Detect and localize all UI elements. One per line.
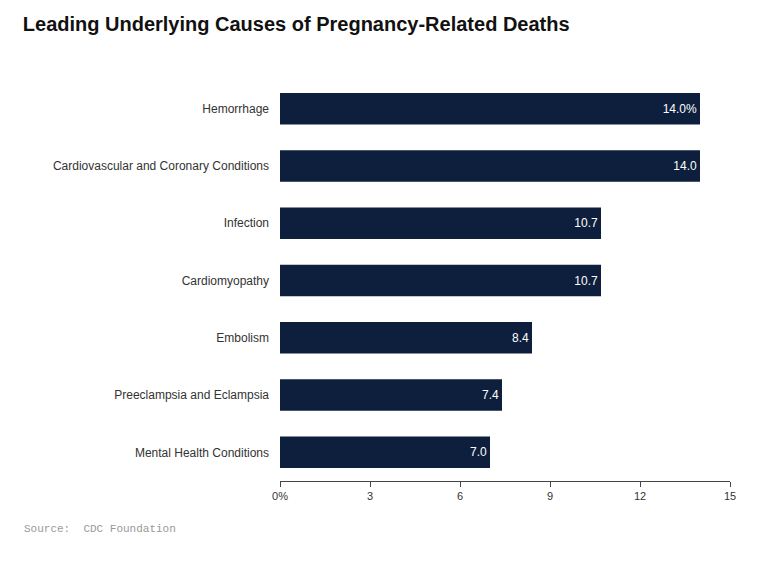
svg-text:15: 15 [724, 490, 736, 502]
svg-text:7.4: 7.4 [482, 388, 499, 402]
svg-text:Leading Underlying Causes of P: Leading Underlying Causes of Pregnancy-R… [23, 13, 570, 35]
svg-text:8.4: 8.4 [512, 331, 529, 345]
svg-text:14.0: 14.0 [673, 159, 697, 173]
svg-text:6: 6 [457, 490, 463, 502]
svg-text:Infection: Infection [224, 216, 269, 230]
svg-text:Cardiomyopathy: Cardiomyopathy [182, 274, 269, 288]
svg-text:10.7: 10.7 [574, 274, 598, 288]
svg-text:3: 3 [367, 490, 373, 502]
svg-text:Embolism: Embolism [216, 331, 269, 345]
svg-text:0%: 0% [272, 490, 288, 502]
svg-text:Hemorrhage: Hemorrhage [202, 102, 269, 116]
svg-text:14.0%: 14.0% [663, 102, 697, 116]
svg-text:Cardiovascular and Coronary Co: Cardiovascular and Coronary Conditions [53, 159, 269, 173]
svg-text:9: 9 [547, 490, 553, 502]
svg-text:10.7: 10.7 [574, 216, 598, 230]
svg-text:Preeclampsia and Eclampsia: Preeclampsia and Eclampsia [114, 388, 269, 402]
svg-text:12: 12 [634, 490, 646, 502]
svg-text:Source: CDC Foundation: Source: CDC Foundation [24, 523, 176, 535]
svg-text:Mental Health Conditions: Mental Health Conditions [135, 446, 269, 460]
svg-text:7.0: 7.0 [470, 445, 487, 459]
